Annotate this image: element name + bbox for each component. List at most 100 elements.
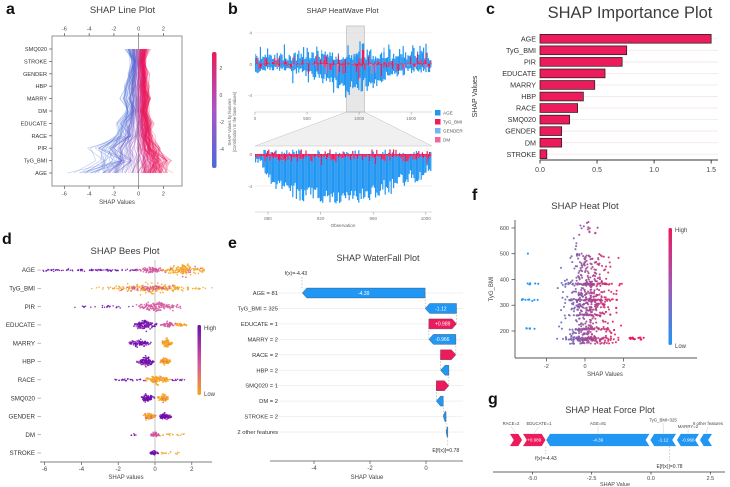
svg-text:AGE: AGE (35, 171, 47, 177)
svg-text:1500: 1500 (406, 116, 417, 121)
svg-text:GENDER: GENDER (443, 129, 463, 134)
svg-text:1000: 1000 (421, 216, 432, 221)
svg-text:-0.966: -0.966 (435, 337, 449, 343)
panel-b-letter: b (228, 1, 238, 18)
panel-g-title: SHAP Heat Force Plot (565, 405, 655, 415)
svg-text:-6: -6 (62, 27, 67, 33)
svg-text:SHAP Values: SHAP Values (587, 372, 623, 378)
svg-text:0: 0 (249, 152, 252, 157)
svg-text:2 other features: 2 other features (237, 430, 278, 436)
svg-text:200: 200 (500, 329, 509, 335)
svg-text:500: 500 (303, 116, 311, 121)
svg-text:SMQ020: SMQ020 (508, 115, 536, 124)
svg-text:+0.989: +0.989 (435, 322, 451, 328)
svg-text:EDUCATE = 1: EDUCATE = 1 (241, 322, 278, 328)
svg-text:STROKE: STROKE (506, 150, 536, 159)
panel-f-letter: f (472, 187, 478, 204)
svg-text:GENDER: GENDER (505, 127, 536, 136)
svg-text:400: 400 (500, 277, 509, 283)
svg-text:TyG_BMI = 325: TyG_BMI = 325 (238, 306, 278, 312)
svg-text:-2: -2 (367, 466, 373, 472)
svg-text:f(x)=-4.43: f(x)=-4.43 (285, 271, 307, 277)
svg-text:MARRY: MARRY (27, 97, 47, 103)
svg-text:GENDER: GENDER (9, 414, 36, 421)
svg-text:E[f(x)]=0.78: E[f(x)]=0.78 (657, 464, 683, 470)
svg-text:2: 2 (162, 192, 165, 198)
panel-a-letter: a (6, 1, 15, 18)
svg-text:-2: -2 (544, 364, 549, 370)
svg-text:Observation: Observation (331, 223, 356, 228)
svg-text:6 other features: 6 other features (693, 421, 723, 426)
panel-g-letter: g (488, 391, 498, 408)
svg-text:SHAP Value: SHAP Value (600, 482, 630, 487)
svg-text:-2: -2 (220, 120, 225, 126)
svg-text:RACE: RACE (516, 104, 536, 113)
svg-text:AGE = 81: AGE = 81 (253, 291, 278, 297)
svg-text:1.5: 1.5 (706, 167, 716, 174)
svg-text:AGE: AGE (521, 34, 536, 43)
svg-text:DM: DM (25, 432, 35, 439)
panel-f-chart shap-heat-plot: 200 300 400 500 600 -2 0 2 SHAP Values TyG_BMI Hig… (489, 220, 697, 378)
svg-text:TyG_BMI=325: TyG_BMI=325 (649, 418, 677, 423)
panel-d-letter: d (2, 231, 12, 248)
svg-text:-2: -2 (116, 467, 122, 473)
svg-text:0: 0 (424, 466, 428, 472)
panel-d-title: SHAP Bees Plot (90, 246, 160, 257)
svg-text:SHAP values: SHAP values (108, 475, 143, 481)
svg-text:-1.12: -1.12 (658, 438, 669, 443)
svg-text:HBP: HBP (521, 92, 536, 101)
svg-text:High: High (204, 326, 216, 332)
svg-text:DM: DM (525, 138, 536, 147)
svg-text:(Contribution to the base valu: (Contribution to the base values) (232, 91, 237, 152)
svg-text:TyG_BMI: TyG_BMI (443, 120, 462, 125)
svg-text:RACE=2: RACE=2 (503, 421, 520, 426)
svg-text:0: 0 (249, 62, 252, 67)
svg-text:-4: -4 (87, 27, 92, 33)
svg-text:AGE: AGE (22, 267, 35, 274)
svg-text:-4: -4 (220, 147, 225, 153)
svg-text:f(x)=-4.43: f(x)=-4.43 (535, 456, 557, 462)
panel-c-letter: c (486, 1, 495, 18)
svg-text:EDUCATE=1: EDUCATE=1 (526, 421, 552, 426)
svg-text:0: 0 (254, 116, 257, 121)
svg-text:-4.39: -4.39 (593, 438, 604, 443)
svg-text:-4.39: -4.39 (358, 291, 370, 297)
panel-f-title: SHAP Heat Plot (551, 201, 619, 212)
svg-text:920: 920 (317, 216, 325, 221)
svg-text:0: 0 (220, 93, 223, 99)
svg-text:1.0: 1.0 (649, 167, 659, 174)
svg-text:-2: -2 (111, 192, 116, 198)
svg-text:-4: -4 (248, 184, 252, 189)
panel-e-chart shap-waterfall-plot: f(x)=-4.43 E[f(x)]=0.78 -4.39 AGE = 81 -1.12… (237, 271, 463, 481)
svg-text:EDUCATE: EDUCATE (502, 69, 536, 78)
svg-text:2: 2 (162, 27, 165, 33)
svg-text:AGE=81: AGE=81 (590, 421, 607, 426)
svg-text:TyG_BMI: TyG_BMI (9, 286, 35, 293)
panel-e-letter: e (228, 235, 237, 252)
svg-text:0.5: 0.5 (592, 167, 602, 174)
svg-text:2.5: 2.5 (706, 476, 714, 482)
svg-text:DM: DM (443, 138, 450, 143)
svg-text:-6: -6 (62, 192, 67, 198)
svg-text:PIR: PIR (25, 304, 36, 311)
panel-b-chart shap-heatwave-plot: 4 0 -4 0 500 1000 1500 0 -4 880 920 960 1000 Observat… (227, 25, 463, 228)
svg-text:TyG_BMI: TyG_BMI (24, 159, 48, 165)
svg-text:MARRY: MARRY (510, 81, 536, 90)
svg-text:0: 0 (153, 467, 157, 473)
svg-text:300: 300 (500, 303, 509, 309)
svg-text:0.0: 0.0 (535, 167, 545, 174)
svg-text:2: 2 (190, 467, 194, 473)
svg-text:-4: -4 (79, 467, 85, 473)
svg-text:MARRY: MARRY (13, 340, 35, 347)
svg-text:PIR: PIR (38, 146, 47, 152)
panel-b-title: SHAP HeatWave Plot (306, 6, 379, 15)
svg-text:500: 500 (500, 252, 509, 258)
svg-text:SHAP Value: SHAP Value (351, 475, 384, 481)
svg-text:HBP: HBP (35, 84, 47, 90)
svg-text:600: 600 (500, 226, 509, 232)
svg-text:STROKE = 2: STROKE = 2 (244, 415, 278, 421)
svg-text:MARRY=2: MARRY=2 (678, 424, 699, 429)
svg-text:SMQ020 = 1: SMQ020 = 1 (245, 384, 278, 390)
svg-text:STROKE: STROKE (24, 59, 47, 65)
svg-text:-4: -4 (311, 466, 317, 472)
